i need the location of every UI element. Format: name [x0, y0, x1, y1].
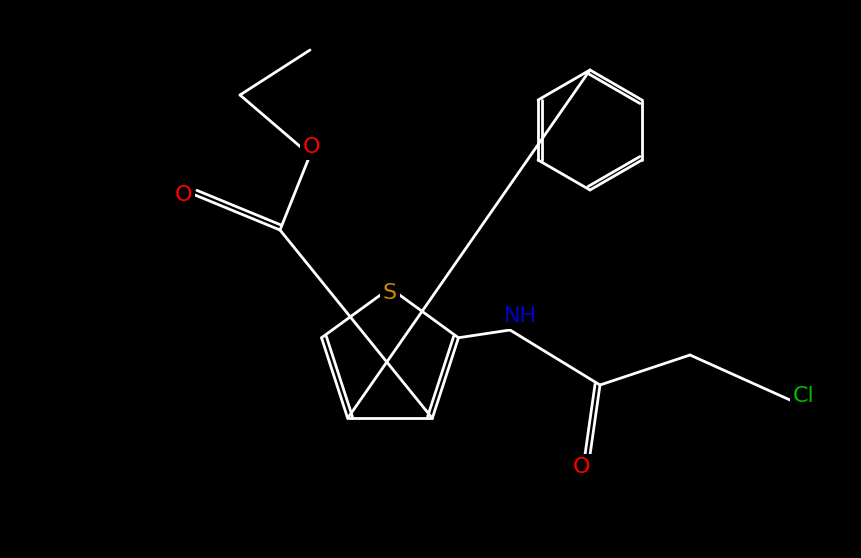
- Text: Cl: Cl: [793, 386, 815, 406]
- Text: NH: NH: [504, 306, 536, 326]
- Text: O: O: [303, 137, 321, 157]
- Text: O: O: [174, 185, 192, 205]
- Text: S: S: [383, 283, 397, 303]
- Text: O: O: [573, 457, 591, 477]
